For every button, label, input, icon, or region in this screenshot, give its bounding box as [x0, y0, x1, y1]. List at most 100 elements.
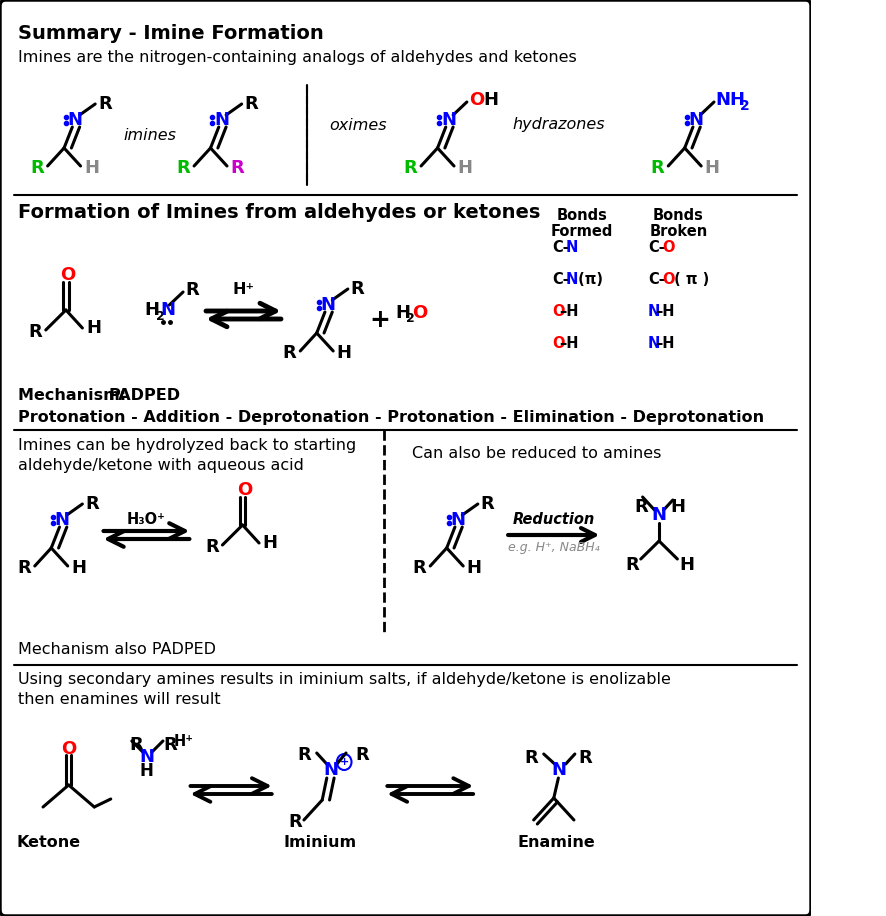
Text: –H: –H — [655, 336, 674, 352]
Text: N: N — [688, 111, 703, 129]
Text: O: O — [60, 266, 75, 284]
Text: 2: 2 — [407, 312, 416, 325]
Text: N: N — [139, 748, 154, 766]
Text: O: O — [237, 481, 252, 499]
Text: R: R — [288, 813, 302, 831]
Text: C–: C– — [648, 241, 666, 256]
Text: R: R — [245, 95, 258, 113]
Text: H: H — [263, 534, 277, 552]
Text: R: R — [129, 736, 143, 754]
Text: then enamines will result: then enamines will result — [19, 692, 221, 707]
Text: H: H — [139, 762, 153, 780]
Text: Broken: Broken — [649, 224, 707, 239]
Text: imines: imines — [123, 127, 176, 143]
Text: H: H — [84, 159, 99, 177]
Text: N: N — [160, 301, 175, 319]
Text: N: N — [551, 761, 566, 779]
Text: R: R — [98, 95, 112, 113]
Text: N: N — [441, 111, 456, 129]
Text: O: O — [662, 272, 674, 288]
Text: O: O — [469, 91, 484, 109]
Text: N: N — [648, 304, 660, 320]
Text: C–: C– — [552, 272, 570, 288]
Text: Summary - Imine Formation: Summary - Imine Formation — [19, 24, 324, 43]
Text: Iminium: Iminium — [284, 835, 357, 850]
Text: N: N — [67, 111, 82, 129]
Text: H: H — [395, 304, 410, 322]
Text: R: R — [634, 498, 648, 516]
Text: R: R — [413, 559, 426, 577]
Text: H: H — [680, 556, 695, 574]
Text: R: R — [28, 323, 43, 341]
Text: R: R — [626, 556, 639, 574]
Text: R: R — [85, 495, 99, 513]
Text: H⁺: H⁺ — [232, 282, 254, 298]
Text: N: N — [320, 296, 335, 314]
Text: Mechanism also PADPED: Mechanism also PADPED — [19, 642, 216, 657]
Text: H: H — [670, 498, 685, 516]
Text: oximes: oximes — [330, 117, 387, 133]
Text: H: H — [86, 319, 101, 337]
Text: H: H — [458, 159, 473, 177]
Text: Formed: Formed — [551, 224, 613, 239]
Text: N: N — [651, 506, 666, 524]
Text: aldehyde/ketone with aqueous acid: aldehyde/ketone with aqueous acid — [19, 458, 304, 473]
Text: Mechanism:: Mechanism: — [19, 388, 132, 403]
Text: R: R — [163, 736, 176, 754]
Text: Formation of Imines from aldehydes or ketones: Formation of Imines from aldehydes or ke… — [19, 203, 540, 222]
Text: R: R — [205, 538, 219, 556]
Text: H: H — [705, 159, 719, 177]
Text: N: N — [214, 111, 229, 129]
Text: C–: C– — [648, 272, 666, 288]
Text: Ketone: Ketone — [17, 835, 81, 850]
Text: O: O — [552, 304, 564, 320]
Text: H: H — [467, 559, 482, 577]
Text: H: H — [484, 91, 498, 109]
Text: R: R — [355, 746, 369, 764]
Text: N: N — [565, 272, 578, 288]
Text: e.g. H⁺, NaBH₄: e.g. H⁺, NaBH₄ — [508, 541, 600, 554]
Text: PADPED: PADPED — [108, 388, 180, 403]
Text: 2: 2 — [156, 310, 165, 322]
Text: –H: –H — [559, 304, 579, 320]
Text: Enamine: Enamine — [517, 835, 595, 850]
Text: H⁺: H⁺ — [174, 734, 194, 748]
Text: H: H — [144, 301, 159, 319]
Text: R: R — [404, 159, 417, 177]
Text: N: N — [450, 511, 465, 529]
Text: H: H — [72, 559, 87, 577]
Text: R: R — [176, 159, 190, 177]
Text: +: + — [369, 308, 391, 332]
Text: N: N — [324, 761, 338, 779]
Text: C–: C– — [552, 241, 570, 256]
Text: NH: NH — [716, 91, 746, 109]
Text: +: + — [339, 757, 349, 767]
Text: O: O — [662, 241, 674, 256]
Text: Can also be reduced to amines: Can also be reduced to amines — [412, 446, 661, 461]
Text: –H: –H — [655, 304, 674, 320]
Text: R: R — [579, 749, 592, 767]
Text: Bonds: Bonds — [556, 208, 608, 223]
Text: Bonds: Bonds — [653, 208, 703, 223]
Text: R: R — [185, 281, 198, 299]
Text: R: R — [298, 746, 311, 764]
Text: ( π ): ( π ) — [669, 272, 709, 288]
Text: H₃O⁺: H₃O⁺ — [127, 512, 166, 528]
Text: R: R — [283, 344, 297, 362]
Text: 2: 2 — [740, 99, 750, 113]
Text: O: O — [61, 740, 76, 758]
Text: Protonation - Addition - Deprotonation - Protonation - Elimination - Deprotonati: Protonation - Addition - Deprotonation -… — [19, 410, 765, 425]
Text: Using secondary amines results in iminium salts, if aldehyde/ketone is enolizabl: Using secondary amines results in iminiu… — [19, 672, 672, 687]
Text: hydrazones: hydrazones — [513, 117, 605, 133]
Text: Imines are the nitrogen-containing analogs of aldehydes and ketones: Imines are the nitrogen-containing analo… — [19, 50, 577, 65]
Text: R: R — [230, 159, 245, 177]
Text: Reduction: Reduction — [513, 512, 595, 528]
Text: N: N — [565, 241, 578, 256]
Text: (π): (π) — [572, 272, 602, 288]
Text: R: R — [30, 159, 44, 177]
Text: R: R — [480, 495, 494, 513]
Text: O: O — [412, 304, 427, 322]
Text: N: N — [648, 336, 660, 352]
Text: R: R — [18, 559, 31, 577]
Text: N: N — [55, 511, 70, 529]
